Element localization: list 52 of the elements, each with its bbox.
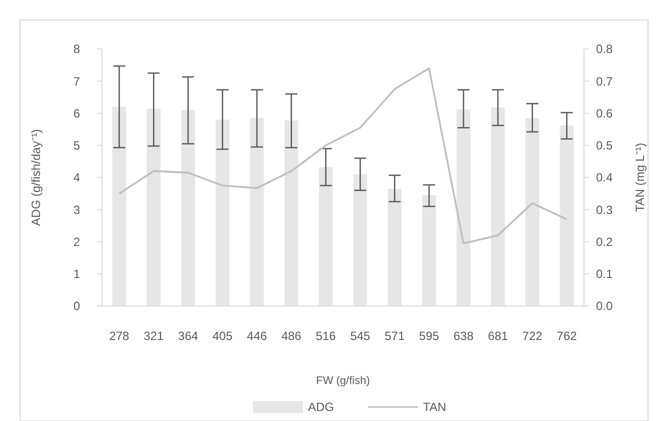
- bar: [112, 106, 126, 306]
- y2-tick-label: 0.6: [596, 106, 614, 120]
- y-tick-label: 0: [73, 299, 80, 314]
- bar: [422, 195, 436, 306]
- x-tick-label: 571: [384, 329, 405, 343]
- bar: [388, 188, 402, 306]
- legend-label: TAN: [423, 400, 446, 414]
- y-axis-title: ADG (g/fish/day⁻¹): [29, 129, 43, 226]
- bar: [250, 118, 264, 306]
- y-tick-label: 7: [73, 74, 80, 88]
- x-tick-label: 446: [246, 329, 268, 343]
- y2-tick-label: 0.4: [596, 170, 614, 185]
- y-tick-label: 6: [73, 106, 80, 120]
- x-tick-label: 278: [109, 329, 130, 343]
- x-tick-label: 762: [556, 329, 578, 343]
- bar: [560, 125, 574, 306]
- y-tick-label: 4: [73, 170, 80, 185]
- x-tick-label: 516: [316, 329, 336, 343]
- bar: [181, 110, 195, 306]
- x-tick-label: 321: [144, 329, 164, 343]
- y-tick-label: 8: [73, 42, 80, 56]
- x-tick-label: 638: [453, 329, 474, 343]
- bar: [318, 167, 333, 306]
- y-tick-label: 3: [73, 202, 80, 217]
- y-tick-label: 2: [73, 234, 80, 249]
- y2-tick-label: 0.7: [596, 74, 614, 88]
- line-series: [118, 67, 568, 244]
- y2-tick-label: 0.2: [596, 234, 614, 249]
- y2-tick-label: 0.5: [596, 138, 614, 153]
- bar: [353, 174, 368, 306]
- x-tick-label: 722: [522, 329, 543, 343]
- x-tick-label: 405: [212, 329, 233, 343]
- y2-axis-title: TAN (mg L⁻¹): [633, 142, 647, 212]
- bar: [456, 109, 470, 306]
- bar: [216, 120, 230, 306]
- x-tick-label: 681: [488, 329, 508, 343]
- y-tick-label: 1: [73, 267, 80, 282]
- y2-tick-label: 0.8: [596, 42, 614, 56]
- x-tick-label: 545: [350, 329, 371, 343]
- y-tick-label: 5: [73, 138, 80, 153]
- x-tick-label: 486: [281, 329, 302, 343]
- bar: [146, 108, 161, 306]
- bar: [525, 118, 540, 306]
- y2-tick-label: 0.3: [596, 202, 614, 217]
- y2-tick-label: 0.0: [596, 299, 614, 314]
- legend-label: ADG: [308, 400, 334, 414]
- bar: [491, 107, 505, 306]
- x-axis-title: FW (g/fish): [316, 375, 370, 387]
- x-tick-label: 364: [178, 329, 198, 343]
- y2-tick-label: 0.1: [596, 267, 614, 282]
- bar: [284, 120, 298, 306]
- x-tick-label: 595: [419, 329, 440, 343]
